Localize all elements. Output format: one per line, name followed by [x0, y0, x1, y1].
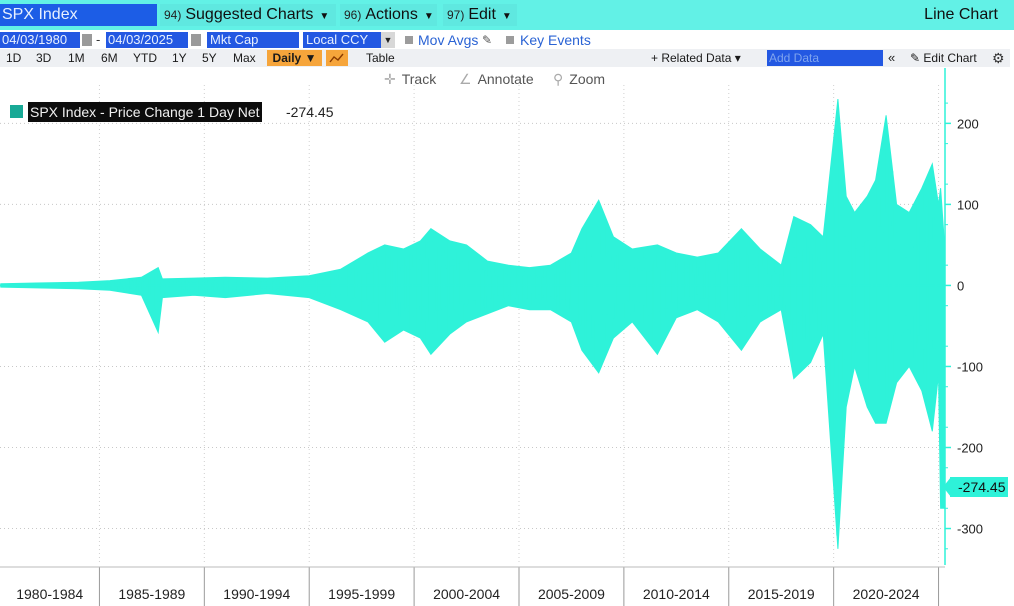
period-3d[interactable]: 3D [36, 51, 52, 65]
frequency-dropdown[interactable]: Daily ▼ [267, 50, 322, 66]
zoom-tool[interactable]: ⚲ Zoom [553, 70, 605, 88]
annotate-label: Annotate [477, 71, 534, 87]
menu-number: 94) [164, 8, 182, 22]
mov-avgs-checkbox[interactable] [405, 36, 413, 44]
period-ytd[interactable]: YTD [133, 51, 157, 65]
period-max[interactable]: Max [233, 51, 256, 65]
menu-number: 97) [447, 8, 465, 22]
edit-menu[interactable]: 97) Edit ▼ [443, 4, 517, 26]
double-chevron-left-icon[interactable]: « [888, 50, 896, 65]
annotate-line-icon: ∠ [459, 71, 472, 87]
actions-label: Actions [365, 6, 418, 23]
key-events-link[interactable]: Key Events [520, 32, 591, 48]
track-tool[interactable]: ✛ Track [384, 70, 436, 88]
gear-icon[interactable]: ⚙ [992, 50, 1005, 66]
menu-number: 96) [344, 8, 362, 22]
y-tick-label: -200 [957, 441, 983, 456]
caret-down-icon: ▼ [319, 11, 330, 22]
x-tick-label: 2015-2019 [748, 586, 815, 602]
last-value-pointer [943, 477, 951, 497]
period-5y[interactable]: 5Y [202, 51, 217, 65]
period-row-background [0, 49, 1010, 67]
controls-row: 04/03/1980 - 04/03/2025 Mkt Cap Local CC… [0, 30, 1014, 50]
suggested-charts-label: Suggested Charts [185, 6, 314, 23]
x-tick-label: 1990-1994 [223, 586, 290, 602]
period-6m[interactable]: 6M [101, 51, 118, 65]
last-value-tag: -274.45 [950, 477, 1008, 497]
period-1y[interactable]: 1Y [172, 51, 187, 65]
pencil-icon[interactable]: ✎ [482, 33, 493, 47]
x-tick-label: 1995-1999 [328, 586, 395, 602]
line-chart-icon[interactable] [326, 50, 348, 66]
edit-label: Edit [468, 6, 496, 23]
annotate-tool[interactable]: ∠ Annotate [459, 70, 534, 88]
track-label: Track [401, 71, 437, 87]
ticker-field[interactable]: SPX Index [0, 4, 157, 26]
add-data-input[interactable]: Add Data [767, 50, 883, 66]
suggested-charts-menu[interactable]: 94) Suggested Charts ▼ [160, 4, 336, 26]
x-tick-label: 2000-2004 [433, 586, 500, 602]
legend-swatch [10, 105, 23, 118]
actions-menu[interactable]: 96) Actions ▼ [340, 4, 437, 26]
period-1d[interactable]: 1D [6, 51, 22, 65]
crosshair-icon: ✛ [384, 71, 396, 87]
y-tick-label: 100 [957, 197, 979, 212]
legend-last-value: -274.45 [286, 104, 334, 120]
magnifier-icon: ⚲ [553, 71, 564, 87]
caret-down-icon: ▼ [501, 11, 512, 22]
field-dropdown[interactable]: Mkt Cap [207, 32, 299, 48]
x-tick-label: 2005-2009 [538, 586, 605, 602]
edit-chart-button[interactable]: ✎ Edit Chart [910, 49, 977, 67]
x-tick-label: 2010-2014 [643, 586, 710, 602]
y-tick-label: 0 [957, 278, 964, 293]
currency-dropdown[interactable]: Local CCY [303, 32, 381, 48]
x-tick-label: 1980-1984 [16, 586, 83, 602]
edit-chart-label: Edit Chart [923, 51, 977, 65]
period-1m[interactable]: 1M [68, 51, 85, 65]
chart-type-title: Line Chart [924, 6, 998, 23]
end-date-field[interactable]: 04/03/2025 [106, 32, 188, 48]
y-tick-label: -300 [957, 522, 983, 537]
start-date-field[interactable]: 04/03/1980 [0, 32, 80, 48]
zoom-label: Zoom [569, 71, 606, 87]
top-bar: SPX Index 94) Suggested Charts ▼ 96) Action… [0, 0, 1014, 30]
x-tick-label: 1985-1989 [118, 586, 185, 602]
pencil-icon: ✎ [910, 51, 924, 65]
calendar-icon[interactable] [82, 34, 92, 46]
related-data-menu[interactable]: + Related Data ▾ [651, 51, 741, 65]
y-tick-label: -100 [957, 359, 983, 374]
date-separator: - [96, 32, 101, 47]
key-events-checkbox[interactable] [506, 36, 514, 44]
mov-avgs-link[interactable]: Mov Avgs [418, 32, 479, 48]
period-row: 1D 3D 1M 6M YTD 1Y 5Y Max Daily ▼ Table … [0, 49, 1014, 67]
legend-series-label[interactable]: SPX Index - Price Change 1 Day Net [28, 102, 262, 122]
caret-down-icon: ▼ [423, 11, 434, 22]
x-tick-label: 2020-2024 [853, 586, 920, 602]
calendar-icon[interactable] [191, 34, 201, 46]
table-button[interactable]: Table [366, 51, 395, 65]
y-tick-label: 200 [957, 116, 979, 131]
chevron-down-icon[interactable]: ▼ [381, 32, 395, 48]
